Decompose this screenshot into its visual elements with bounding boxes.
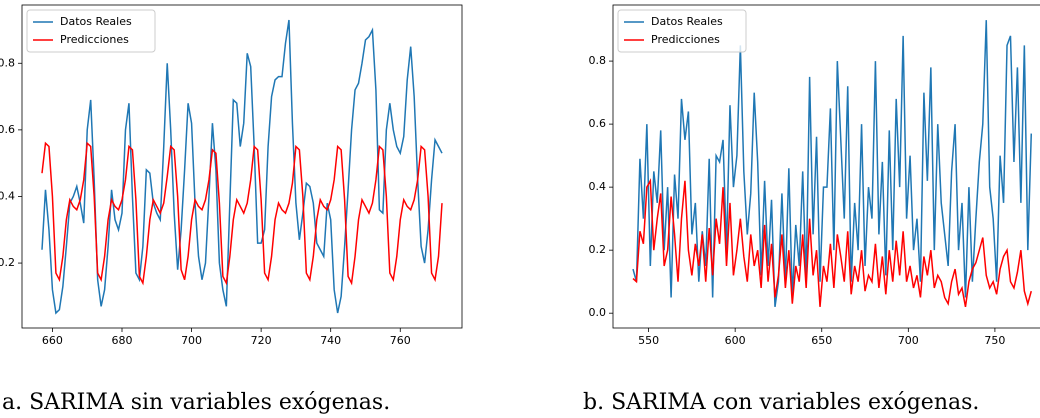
legend-box xyxy=(617,9,747,53)
legend-label: Predicciones xyxy=(60,33,129,46)
chart-panel: 550 600 650 700 750 0.0 0.2 0.4 0.6 0.8 Datos Real… xyxy=(583,4,1040,415)
data-line xyxy=(41,19,443,315)
legend-label: Datos Reales xyxy=(60,15,132,28)
x-tick-label: 700 xyxy=(181,334,202,347)
x-tick-label: 600 xyxy=(725,334,746,347)
x-tick-label: 760 xyxy=(390,334,411,347)
y-tick-label: 0.2 xyxy=(589,243,607,256)
x-tick-label: 550 xyxy=(638,334,659,347)
legend-label: Predicciones xyxy=(651,33,720,46)
x-tick-label: 720 xyxy=(251,334,272,347)
data-line xyxy=(632,178,1032,308)
chart-panel: 660 680 700 720 740 760 0.2 0.4 0.6 0.8 Datos Real… xyxy=(0,4,463,415)
y-tick-label: 0.8 xyxy=(0,56,15,69)
caption: a. SARIMA sin variables exógenas. xyxy=(2,390,390,415)
legend-label: Datos Reales xyxy=(651,15,723,28)
data-line xyxy=(41,141,443,286)
x-tick-label: 740 xyxy=(320,334,341,347)
y-tick-label: 0.4 xyxy=(0,189,15,202)
data-line xyxy=(632,20,1033,307)
y-tick-label: 0.4 xyxy=(589,180,607,193)
y-tick-label: 0.6 xyxy=(0,123,15,136)
plot-frame xyxy=(612,4,1040,329)
x-tick-label: 660 xyxy=(42,334,63,347)
y-tick-label: 0.0 xyxy=(589,306,607,319)
x-tick-label: 750 xyxy=(984,334,1005,347)
x-tick-label: 700 xyxy=(898,334,919,347)
x-tick-label: 680 xyxy=(112,334,133,347)
y-tick-label: 0.2 xyxy=(0,256,15,269)
y-tick-label: 0.8 xyxy=(589,54,607,67)
y-tick-label: 0.6 xyxy=(589,117,607,130)
caption: b. SARIMA con variables exógenas. xyxy=(583,390,979,415)
plot-frame xyxy=(21,4,463,329)
x-tick-label: 650 xyxy=(811,334,832,347)
legend-box xyxy=(26,9,156,53)
